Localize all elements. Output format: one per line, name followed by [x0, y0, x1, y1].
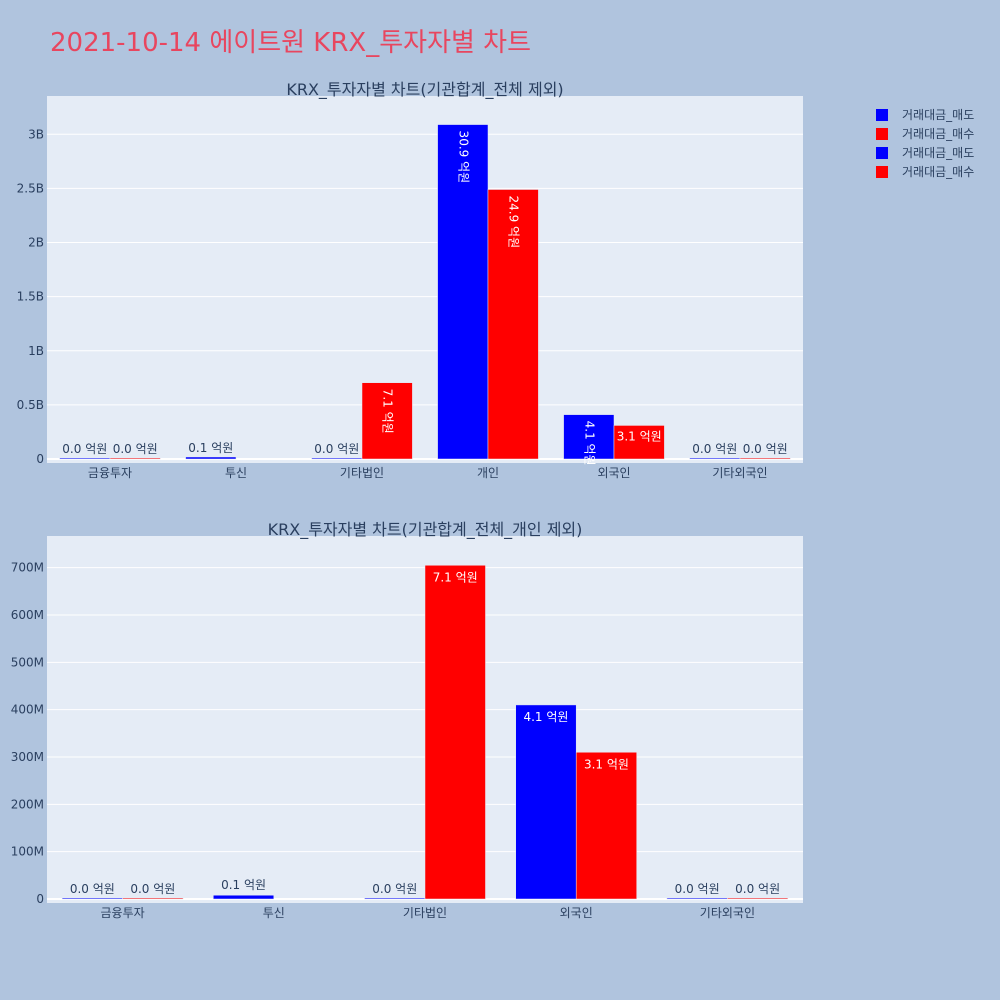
legend-swatch [876, 109, 888, 121]
x-tick-label: 기타외국인 [700, 906, 755, 920]
bar-data-label: 4.1 억원 [523, 710, 568, 724]
x-tick-label: 기타법인 [403, 906, 447, 920]
x-tick-label: 투신 [263, 906, 285, 920]
plot-area [47, 96, 803, 463]
bar-sell [59, 457, 111, 460]
y-tick-label: 700M [11, 561, 44, 575]
bar-data-label: 0.0 억원 [372, 882, 417, 896]
legend-swatch [876, 147, 888, 159]
bar-buy [487, 189, 539, 460]
x-tick-label: 금융투자 [101, 906, 145, 920]
bar-sell [185, 456, 237, 460]
legend-item-label: 거래대금_매수 [902, 165, 974, 179]
bar-sell [311, 457, 363, 460]
bar-buy [109, 457, 161, 460]
y-tick-label: 3B [28, 127, 44, 141]
bar-buy [424, 565, 486, 900]
bar-data-label: 0.0 억원 [62, 442, 107, 456]
y-tick-label: 0.5B [17, 398, 44, 412]
bar-sell [364, 897, 426, 900]
bar-data-label: 3.1 억원 [584, 757, 629, 771]
chart-title: KRX_투자자별 차트(기관합계_전체_개인 제외) [268, 520, 583, 540]
bar-sell [213, 894, 275, 900]
legend-swatch [876, 166, 888, 178]
y-tick-label: 1.5B [17, 290, 44, 304]
bar-buy [575, 752, 637, 900]
bar-data-label: 3.1 억원 [617, 429, 662, 443]
y-tick-label: 600M [11, 608, 44, 622]
bar-data-label: 0.0 억원 [692, 442, 737, 456]
y-tick-label: 2.5B [17, 181, 44, 195]
bar-buy [361, 382, 413, 460]
x-tick-label: 금융투자 [88, 466, 132, 480]
chart-panel-1: 0 0.5B 1B 1.5B 2B 2.5B 3B KRX_투자자별 차트(기관합계_전체 제… [17, 80, 803, 480]
y-tick-label: 0 [36, 452, 44, 466]
bar-buy [613, 425, 665, 460]
y-tick-label: 1B [28, 344, 44, 358]
bar-data-label: 24.9 억원 [507, 196, 521, 249]
bar-data-label: 0.0 억원 [113, 442, 158, 456]
legend-item-label: 거래대금_매수 [902, 127, 974, 141]
x-tick-label: 투신 [225, 466, 247, 480]
bar-buy [122, 897, 184, 900]
y-tick-label: 400M [11, 703, 44, 717]
chart-title: KRX_투자자별 차트(기관합계_전체 제외) [286, 80, 563, 100]
bar-sell [666, 897, 728, 900]
legend-swatch [876, 128, 888, 140]
y-tick-label: 300M [11, 750, 44, 764]
y-tick-label: 200M [11, 797, 44, 811]
x-tick-label: 외국인 [560, 906, 593, 920]
y-tick-label: 2B [28, 236, 44, 250]
bar-data-label: 0.0 억원 [130, 882, 175, 896]
bar-data-label: 0.1 억원 [221, 878, 266, 892]
bar-data-label: 4.1 억원 [582, 421, 596, 466]
x-tick-label: 외국인 [597, 466, 630, 480]
bar-data-label: 0.0 억원 [314, 442, 359, 456]
bar-sell [437, 124, 489, 460]
y-tick-label: 0 [36, 892, 44, 906]
x-tick-label: 기타법인 [340, 466, 384, 480]
bar-sell [515, 704, 577, 900]
bar-buy [739, 457, 791, 460]
bar-data-label: 7.1 억원 [381, 389, 395, 434]
bar-data-label: 0.0 억원 [675, 882, 720, 896]
legend-item-label: 거래대금_매도 [902, 146, 974, 160]
y-tick-label: 100M [11, 845, 44, 859]
bar-data-label: 30.9 억원 [456, 131, 470, 184]
legend-item-label: 거래대금_매도 [902, 108, 974, 122]
bar-sell [61, 897, 123, 900]
bar-data-label: 0.0 억원 [735, 882, 780, 896]
y-tick-label: 500M [11, 655, 44, 669]
bar-data-label: 0.0 억원 [70, 882, 115, 896]
bar-sell [689, 457, 741, 460]
chart-panel-2: 0 100M 200M 300M 400M 500M 600M 700M KRX_투자자별 차트… [11, 520, 803, 920]
bar-data-label: 0.0 억원 [743, 442, 788, 456]
x-tick-label: 개인 [477, 466, 499, 480]
page-title: 2021-10-14 에이트원 KRX_투자자별 차트 [50, 28, 532, 58]
bar-sell [563, 414, 615, 460]
x-tick-label: 기타외국인 [712, 466, 767, 480]
bar-data-label: 0.1 억원 [188, 441, 233, 455]
bar-buy [727, 897, 789, 900]
bar-data-label: 7.1 억원 [433, 570, 478, 584]
